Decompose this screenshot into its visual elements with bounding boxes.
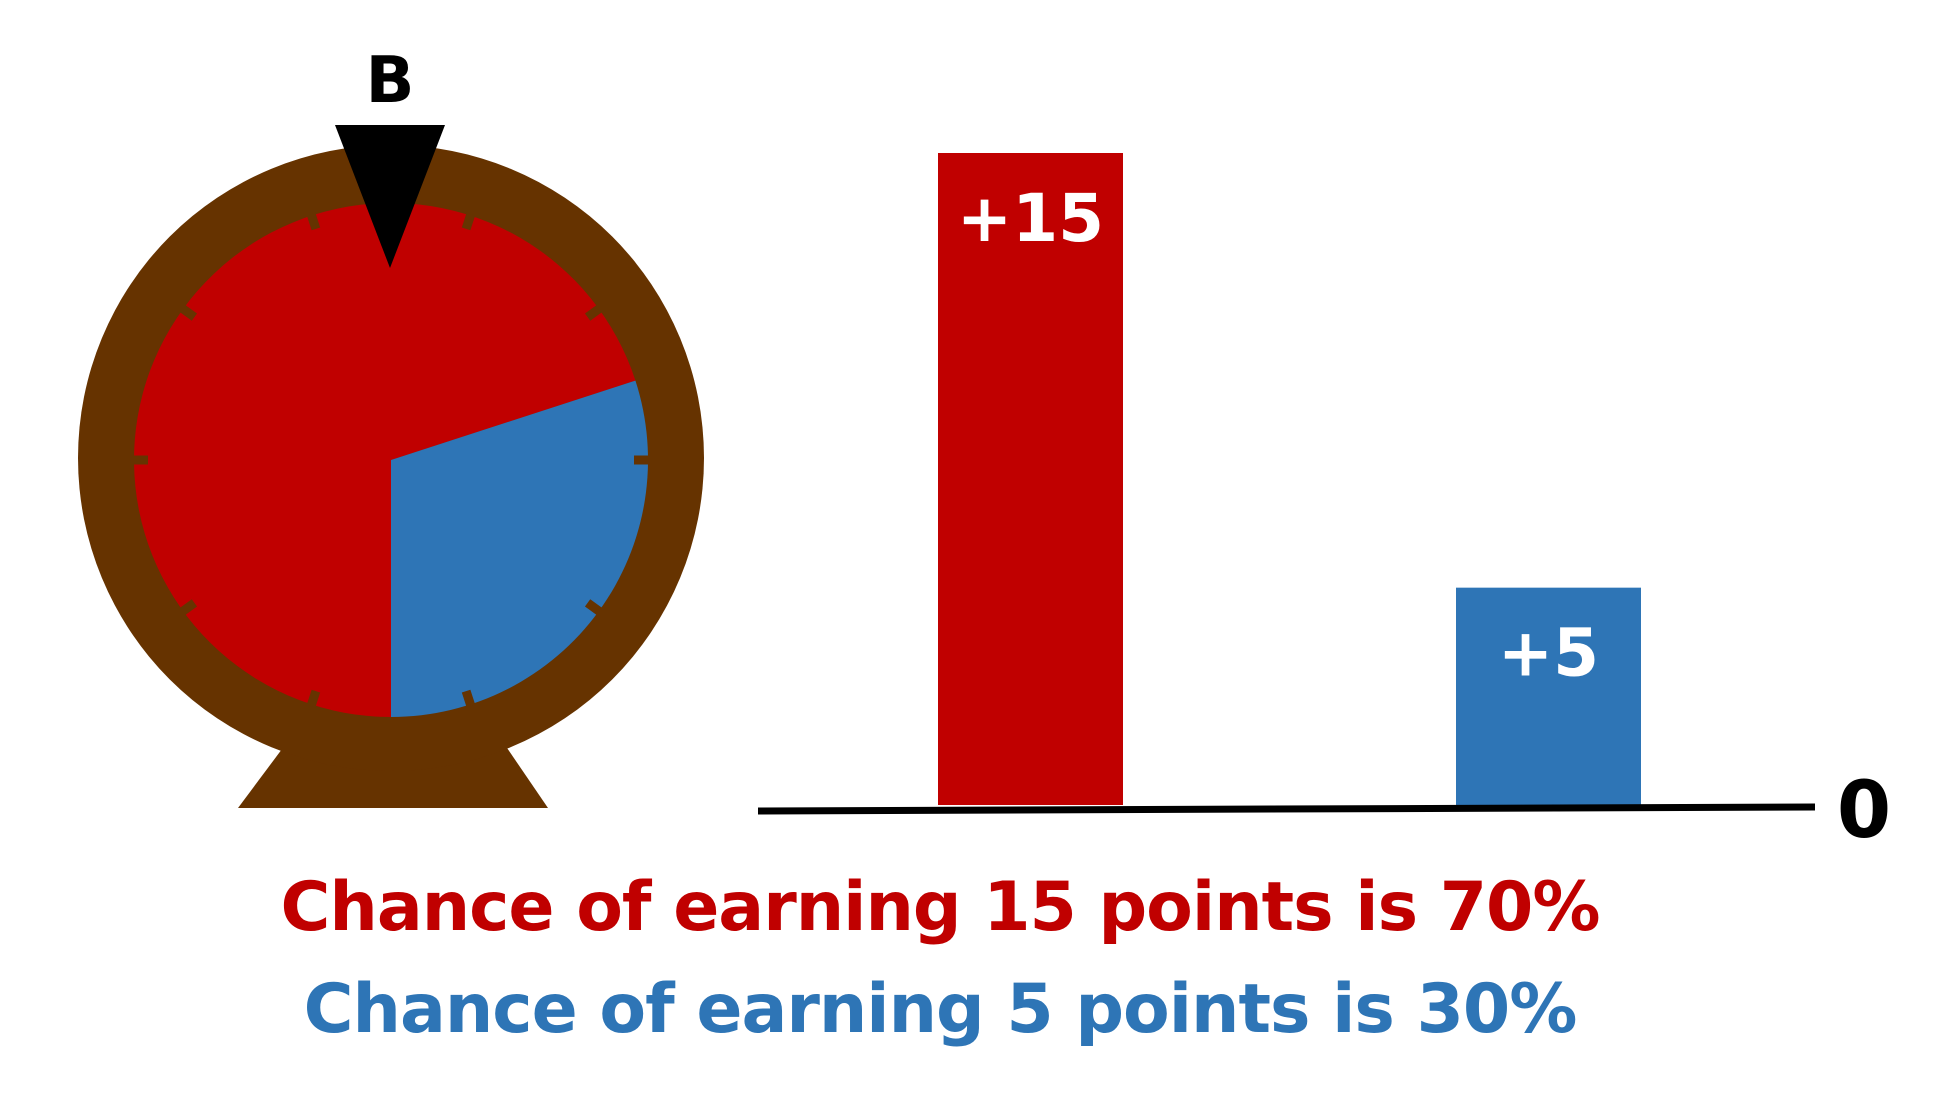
wheel-tick	[306, 212, 321, 231]
bar-2	[1456, 587, 1641, 805]
wheel-tick	[306, 689, 321, 708]
wheel-tick	[461, 212, 476, 231]
chart-bars: +15 +5	[938, 153, 1641, 805]
bar-label-2: +5	[1498, 615, 1599, 692]
caption-high-chance: Chance of earning 15 points is 70%	[280, 868, 1601, 947]
wheel-pointer-icon	[335, 125, 445, 268]
bar-1	[938, 153, 1123, 805]
wheel-segment-1	[133, 203, 636, 718]
chart-baseline	[757, 803, 1816, 815]
wheel-tick	[584, 304, 604, 321]
wheel-tick	[178, 599, 198, 616]
bar-label-1: +15	[957, 180, 1104, 257]
wheel-segment-2	[391, 380, 648, 717]
wheel-tick	[584, 599, 604, 616]
wheel-tick	[178, 304, 198, 321]
baseline-label: 0	[1837, 766, 1891, 856]
spinner-wheel: B	[78, 44, 704, 808]
caption-low-chance: Chance of earning 5 points is 30%	[303, 970, 1578, 1049]
bar-chart: +15 +5 0	[757, 153, 1891, 856]
wheel-segments	[132, 203, 650, 718]
wheel-label: B	[366, 44, 415, 118]
wheel-tick	[461, 689, 476, 708]
